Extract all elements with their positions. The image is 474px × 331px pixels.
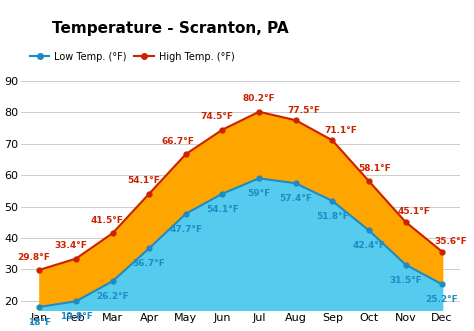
- Text: 66.7°F: 66.7°F: [161, 137, 194, 146]
- High Temp. (°F): [403, 220, 409, 224]
- High Temp. (°F): [110, 231, 116, 235]
- Legend: Low Temp. (°F), High Temp. (°F): Low Temp. (°F), High Temp. (°F): [26, 48, 238, 66]
- Text: 45.1°F: 45.1°F: [397, 207, 430, 216]
- High Temp. (°F): [219, 128, 225, 132]
- Low Temp. (°F): [219, 192, 225, 196]
- Text: 18°F: 18°F: [28, 318, 51, 327]
- Text: 35.6°F: 35.6°F: [434, 237, 467, 246]
- Text: 71.1°F: 71.1°F: [324, 126, 357, 135]
- Text: 51.8°F: 51.8°F: [316, 212, 349, 221]
- Text: 47.7°F: 47.7°F: [169, 225, 202, 234]
- Text: 54.1°F: 54.1°F: [127, 176, 160, 185]
- Line: Low Temp. (°F): Low Temp. (°F): [37, 176, 445, 309]
- Low Temp. (°F): [183, 212, 189, 216]
- Text: 33.4°F: 33.4°F: [54, 241, 87, 250]
- Text: 41.5°F: 41.5°F: [91, 216, 124, 225]
- Text: 57.4°F: 57.4°F: [279, 194, 312, 204]
- Text: 36.7°F: 36.7°F: [133, 260, 165, 268]
- Low Temp. (°F): [439, 282, 445, 286]
- Text: 74.5°F: 74.5°F: [201, 112, 233, 121]
- High Temp. (°F): [439, 250, 445, 254]
- Text: 58.1°F: 58.1°F: [358, 164, 391, 173]
- Low Temp. (°F): [36, 305, 42, 309]
- High Temp. (°F): [36, 268, 42, 272]
- Text: 25.2°F: 25.2°F: [426, 296, 458, 305]
- Low Temp. (°F): [110, 279, 116, 283]
- Low Temp. (°F): [293, 181, 299, 185]
- High Temp. (°F): [256, 110, 262, 114]
- Text: 31.5°F: 31.5°F: [389, 276, 422, 285]
- Low Temp. (°F): [146, 246, 152, 250]
- Text: 80.2°F: 80.2°F: [243, 94, 275, 103]
- High Temp. (°F): [293, 118, 299, 122]
- High Temp. (°F): [73, 257, 79, 260]
- Text: 77.5°F: 77.5°F: [288, 106, 320, 115]
- Low Temp. (°F): [329, 199, 335, 203]
- Text: 42.4°F: 42.4°F: [352, 242, 385, 251]
- Low Temp. (°F): [256, 176, 262, 180]
- High Temp. (°F): [366, 179, 372, 183]
- Line: High Temp. (°F): High Temp. (°F): [37, 109, 445, 272]
- High Temp. (°F): [329, 138, 335, 142]
- Low Temp. (°F): [403, 262, 409, 266]
- Text: Temperature - Scranton, PA: Temperature - Scranton, PA: [52, 21, 289, 36]
- Low Temp. (°F): [366, 228, 372, 232]
- High Temp. (°F): [146, 192, 152, 196]
- Text: 54.1°F: 54.1°F: [206, 205, 239, 214]
- Text: 19.8°F: 19.8°F: [60, 312, 92, 321]
- Text: 59°F: 59°F: [247, 189, 271, 198]
- Text: 29.8°F: 29.8°F: [18, 253, 50, 261]
- High Temp. (°F): [183, 152, 189, 156]
- Text: 26.2°F: 26.2°F: [96, 292, 129, 301]
- Low Temp. (°F): [73, 299, 79, 303]
